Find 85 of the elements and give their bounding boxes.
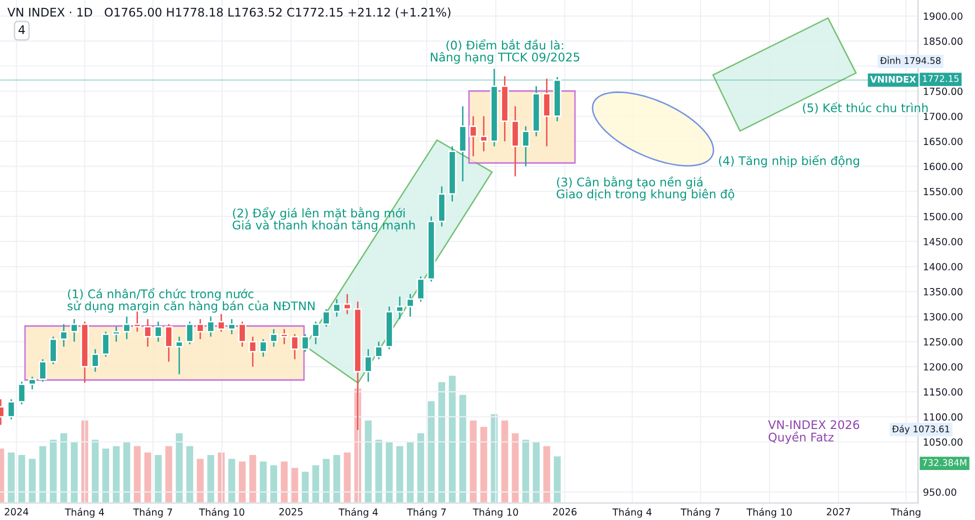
candlestick	[374, 340, 383, 360]
x-tick-label: 2025	[279, 508, 303, 516]
candlestick	[228, 318, 236, 335]
candlestick	[7, 398, 16, 420]
annotation: 4	[18, 25, 25, 34]
candlestick	[542, 78, 551, 147]
candlestick	[60, 323, 68, 348]
text: 732.384M	[922, 459, 966, 466]
candlestick	[396, 296, 404, 320]
candlestick	[217, 313, 226, 332]
candlestick	[248, 336, 257, 368]
candlestick	[38, 358, 47, 382]
candlestick	[290, 333, 299, 360]
candlestick	[280, 328, 288, 345]
y-tick-label: 1050.00	[924, 438, 962, 446]
candlestick	[175, 336, 184, 375]
x-tick-label: Tháng 4	[612, 508, 652, 518]
x-tick-label: Tháng	[890, 508, 920, 518]
candlestick	[301, 333, 310, 352]
x-tick-label: Tháng 10	[746, 508, 792, 518]
annotation: VN-INDEX 2026 Quyền Fatz	[768, 420, 860, 444]
annotation: Đáy 1073.61	[892, 425, 950, 434]
y-tick-label: 1500.00	[924, 212, 962, 220]
candlestick	[91, 348, 100, 372]
candlestick	[144, 318, 152, 348]
y-tick-label: 1100.00	[924, 413, 962, 421]
y-tick-label: 1450.00	[924, 238, 962, 246]
annotation: (3) Cân bằng tạo nền giá Giao dịch trong khung biên độ	[556, 176, 734, 201]
y-tick-label: 1900.00	[924, 12, 962, 20]
candlestick	[469, 116, 478, 158]
y-tick-label: 1150.00	[924, 388, 962, 396]
candlestick	[312, 320, 320, 345]
candlestick	[238, 320, 246, 348]
text: VN INDEX · 1D O1765.00 H1778.18 L1763.52 C1772.15 +21.12 (+1.21%)	[7, 8, 450, 18]
candlestick	[416, 276, 425, 302]
annotation: (0) Điểm bắt đầu là: Nâng hạng TTCK 09/2025	[430, 39, 580, 64]
x-tick-label: Tháng 10	[199, 508, 244, 518]
annotation: (5) Kết thúc chu trình	[803, 102, 928, 114]
annotation: (4) Tăng nhịp biến động	[719, 155, 860, 168]
y-tick-label: 950.00	[923, 488, 956, 496]
y-tick-label: 1350.00	[924, 288, 962, 296]
y-tick-label: 1750.00	[924, 88, 962, 96]
y-tick-label: 1850.00	[924, 38, 962, 45]
y-tick-label: 1600.00	[924, 162, 962, 170]
candlestick	[70, 318, 78, 342]
x-tick-label: Tháng 7	[133, 508, 172, 518]
candlestick	[186, 320, 194, 345]
candlestick	[154, 320, 162, 342]
ref-line-label: VNINDEX	[870, 76, 916, 83]
annotation: Đỉnh 1794.58	[880, 56, 941, 64]
candlestick	[102, 330, 110, 358]
y-tick-label: 1250.00	[924, 338, 962, 346]
x-tick-label: Tháng 4	[64, 508, 104, 518]
candlestick	[18, 381, 26, 405]
candlestick	[480, 116, 488, 152]
y-tick-label: 1300.00	[924, 313, 962, 320]
candlestick	[522, 126, 530, 168]
candlestick	[322, 308, 330, 328]
candlestick	[270, 328, 278, 348]
candlestick	[364, 348, 372, 382]
candlestick	[122, 316, 131, 340]
y-tick-label: 1550.00	[924, 188, 962, 196]
x-tick-label: Tháng 7	[680, 508, 720, 518]
candlestick	[112, 326, 120, 342]
x-tick-label: Tháng 10	[472, 508, 518, 518]
candlestick	[28, 376, 36, 390]
candlestick	[49, 336, 58, 365]
x-tick-label: 2026	[553, 508, 577, 516]
x-tick-label: 2027	[826, 508, 850, 516]
annotation: (1) Cá nhân/Tổ chức trong nước sử dụng margin căn hàng bán của NĐTNN	[68, 288, 314, 313]
candlestick	[332, 298, 341, 318]
candlestick	[343, 293, 352, 315]
candlestick	[196, 318, 204, 340]
x-tick-label: 2024	[4, 508, 28, 516]
candlestick	[259, 338, 268, 358]
y-tick-label: 1200.00	[924, 363, 962, 371]
text: 1772.15	[922, 75, 959, 82]
candlestick	[406, 293, 414, 318]
y-tick-label: 1400.00	[924, 263, 962, 270]
x-tick-label: Tháng 7	[406, 508, 446, 518]
x-tick-label: Tháng 4	[338, 508, 378, 518]
candlestick	[206, 316, 215, 338]
candlestick	[164, 323, 173, 362]
y-tick-label: 1650.00	[924, 138, 962, 146]
y-tick-label: 1700.00	[924, 112, 962, 120]
